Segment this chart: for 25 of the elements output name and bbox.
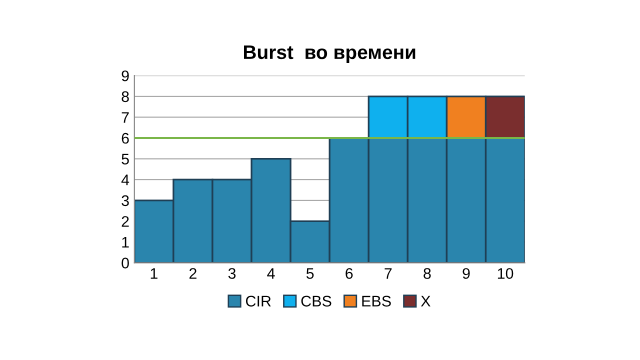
x-tick-label: 1 [150,268,158,279]
x-tick-label: 6 [346,268,353,279]
y-tick-label: 4 [121,174,130,186]
y-tick-label: 7 [122,112,129,123]
x-tick-label: 7 [384,268,392,279]
x-tick-label: 5 [306,268,314,279]
x-tick-label: 9 [462,268,470,279]
x-tick-label: 10 [498,268,514,279]
y-tick-label: 6 [122,132,129,144]
y-tick-label: 1 [122,237,129,248]
x-tick-label: 8 [424,268,431,279]
x-tick-label: 3 [228,268,236,279]
legend-label: CIR [246,296,271,307]
y-tick-label: 2 [122,216,129,227]
y-tick-label: 0 [122,258,129,268]
legend-label: CBS [301,296,332,307]
x-tick-label: 4 [267,268,275,279]
x-tick-label: 2 [189,268,196,279]
y-tick-label: 5 [122,154,129,164]
y-tick-label: 8 [122,91,129,102]
y-tick-label: 9 [122,70,129,82]
legend-label: EBS [362,296,391,307]
y-tick-label: 3 [122,195,129,206]
legend-label: X [420,296,430,306]
chart-title: Burst во времени [244,46,416,63]
